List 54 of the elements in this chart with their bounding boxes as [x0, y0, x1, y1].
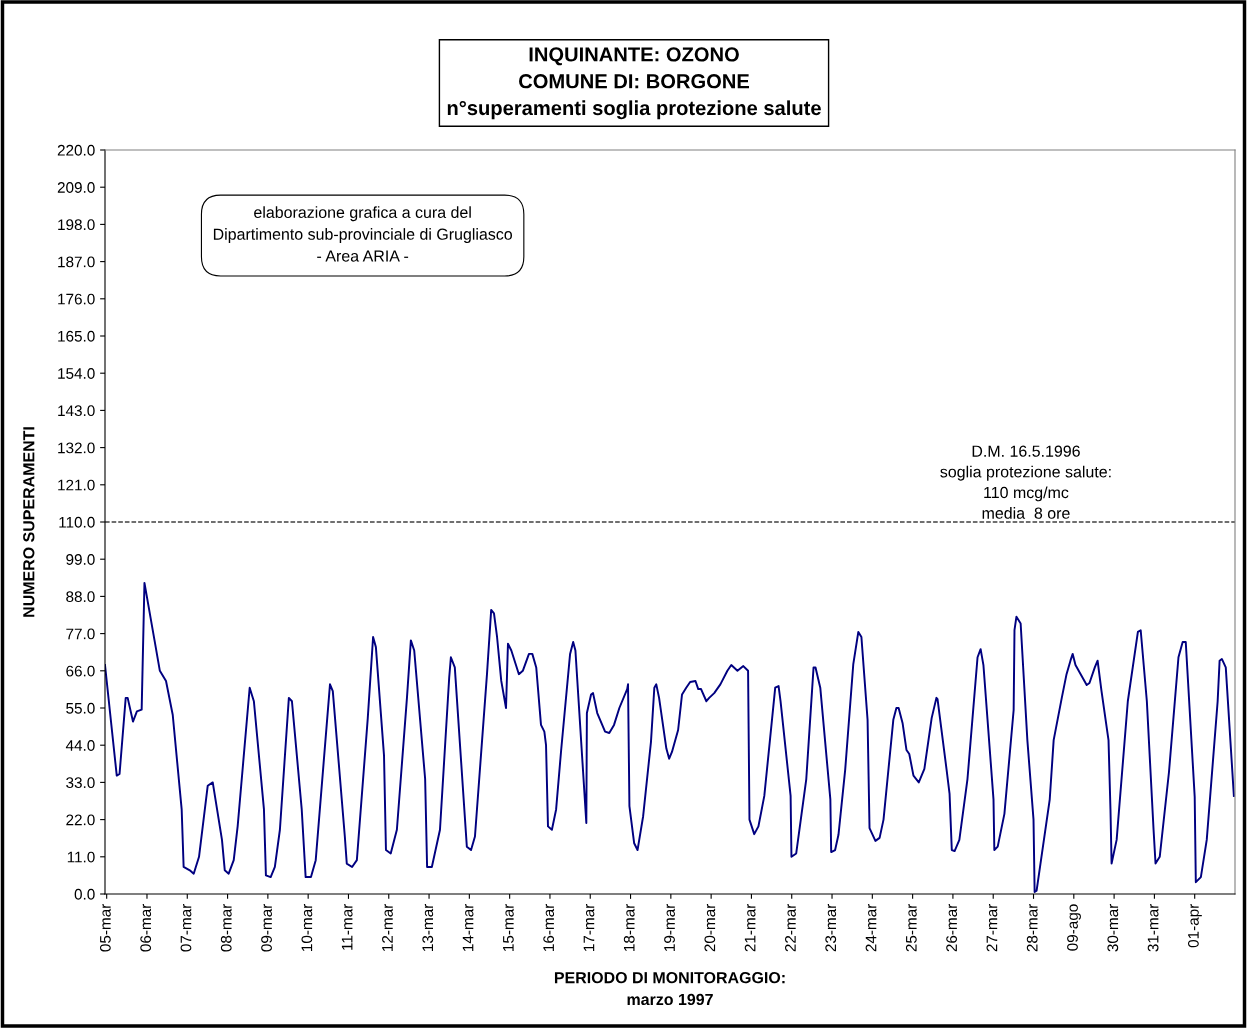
- y-tick-label: 0.0: [74, 888, 95, 900]
- x-tick-label: 30-mar: [1107, 903, 1119, 952]
- x-tick-label: 23-mar: [825, 903, 837, 952]
- y-tick-label: 187.0: [58, 256, 95, 268]
- x-tick-label: 18-mar: [623, 903, 635, 951]
- y-tick-label: 44.0: [65, 740, 95, 751]
- x-tick-label: 25-mar: [905, 903, 917, 952]
- x-tick-label: 17-mar: [583, 903, 595, 951]
- y-tick-label: 132.0: [58, 442, 95, 454]
- x-tick-label: 07-mar: [180, 903, 192, 952]
- x-tick-label: 24-mar: [865, 903, 877, 952]
- y-tick-label: 176.0: [58, 293, 95, 305]
- y-tick-label: 121.0: [58, 479, 95, 491]
- x-tick-label: 08-mar: [220, 903, 232, 952]
- y-tick-label: 220.0: [57, 144, 95, 156]
- x-tick-label: 27-mar: [986, 903, 998, 952]
- x-axis-title: PERIODO DI MONITORAGGIO: marzo 1997: [554, 971, 785, 1006]
- x-tick-label: 14-mar: [462, 903, 474, 951]
- x-tick-label: 09-ago: [1067, 904, 1081, 951]
- y-tick-label: 11.0: [67, 851, 95, 863]
- ref-line-label: D.M. 16.5.1996 soglia protezione salute: 110 mcg/mc media 8 ore: [940, 445, 1111, 519]
- x-tick-label: 06-mar: [140, 903, 152, 952]
- x-tick-label: 31-mar: [1147, 903, 1159, 952]
- x-tick-label: 16-mar: [543, 903, 555, 951]
- y-tick-label: 110.0: [59, 516, 95, 528]
- y-tick-label: 33.0: [66, 777, 95, 789]
- y-tick-label: 55.0: [66, 702, 95, 714]
- y-tick-label: 66.0: [66, 665, 95, 677]
- x-tick-label: 05-mar: [99, 903, 111, 952]
- x-tick-label: 21-mar: [744, 903, 756, 952]
- x-tick-label: 15-mar: [503, 903, 514, 951]
- x-tick-label: 19-mar: [664, 903, 675, 951]
- y-tick-label: 88.0: [66, 591, 95, 603]
- annotation: elaborazione grafica a cura del Dipartimento sub-provinciale di Grugliasco - Area ARIA -: [213, 206, 513, 262]
- x-tick-label: 28-mar: [1026, 903, 1038, 952]
- y-tick-label: 198.0: [58, 219, 95, 231]
- y-axis-title: NUMERO SUPERAMENTI: [23, 427, 35, 617]
- x-tick-label: 22-mar: [785, 903, 796, 952]
- x-tick-label: 11-mar: [341, 903, 353, 950]
- y-tick-label: 143.0: [58, 405, 95, 417]
- x-tick-label: 26-mar: [946, 903, 958, 952]
- y-tick-label: 209.0: [57, 182, 95, 193]
- chart-title: INQUINANTE: OZONO COMUNE DI: BORGONE n°superamenti soglia protezione salute: [447, 47, 821, 120]
- x-tick-label: 13-mar: [422, 903, 434, 951]
- y-tick-label: 154.0: [58, 368, 95, 379]
- x-tick-label: 12-mar: [382, 903, 393, 951]
- y-tick-label: 22.0: [66, 814, 95, 826]
- x-tick-label: 09-mar: [261, 903, 272, 952]
- x-tick-label: 20-mar: [704, 903, 716, 952]
- x-tick-label: 01-apr: [1187, 903, 1202, 948]
- y-tick-label: 165.0: [58, 330, 95, 342]
- x-tick-label: 10-mar: [301, 903, 313, 951]
- y-tick-label: 77.0: [66, 628, 95, 640]
- y-tick-label: 99.0: [66, 554, 95, 565]
